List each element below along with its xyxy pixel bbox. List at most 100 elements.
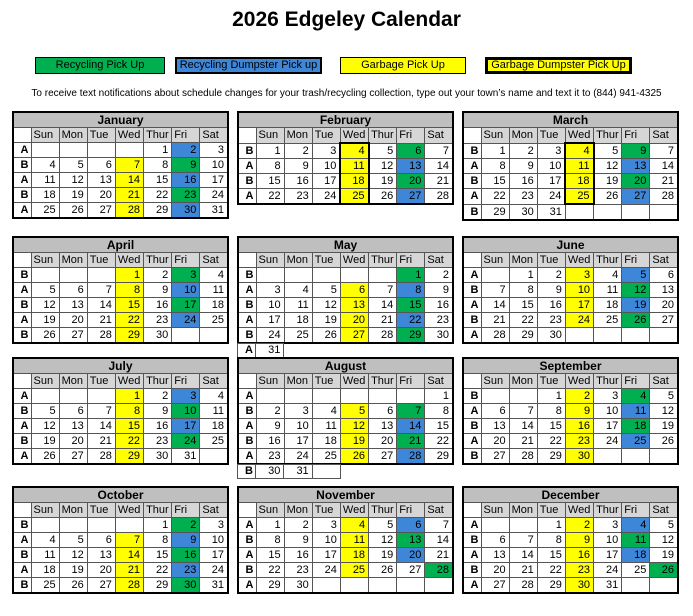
day-header: Tue <box>86 127 116 143</box>
day-cell: 23 <box>283 188 313 205</box>
day-header: Wed <box>114 252 145 268</box>
day-cell: 17 <box>311 547 341 563</box>
week-row: B 8 9 10 11 12 13 14 <box>237 532 454 548</box>
week-letter: A <box>237 343 256 358</box>
day-cell: 26 <box>30 448 60 465</box>
day-cell: 3 <box>199 517 229 533</box>
month-table: July Sun Mon Tue Wed Thur Fri Sat A 1 2 3 4 B 5 6 7 8 9 10 1… <box>12 357 229 465</box>
day-cell: 3 <box>593 388 623 404</box>
day-cell: 5 <box>311 282 341 298</box>
day-cell: 5 <box>368 142 398 159</box>
day-cell: 26 <box>311 327 341 344</box>
day-header: Fri <box>396 502 426 518</box>
day-header: Fri <box>396 252 426 268</box>
day-header: Tue <box>86 373 116 389</box>
week-row: B 30 31 <box>237 464 455 479</box>
day-header: Fri <box>621 502 651 518</box>
day-header: Sun <box>30 373 60 389</box>
day-cell: 27 <box>86 202 116 219</box>
day-cell: 9 <box>283 532 313 548</box>
week-letter: A <box>237 418 257 434</box>
week-letter: A <box>237 388 257 404</box>
day-cell: 5 <box>339 403 370 419</box>
day-cell: 2 <box>564 517 595 533</box>
day-cell: 2 <box>255 403 285 419</box>
day-cell: 19 <box>339 433 370 449</box>
week-row: B 18 19 20 21 22 23 24 <box>12 187 229 203</box>
week-letter: A <box>237 577 257 594</box>
day-cell: 9 <box>143 403 173 419</box>
day-cell: 14 <box>114 172 145 188</box>
day-header: Mon <box>508 373 538 389</box>
day-cell: 15 <box>536 418 566 434</box>
day-header: Mon <box>508 252 538 268</box>
day-cell: 4 <box>311 403 341 419</box>
week-row: A 29 30 <box>237 577 454 594</box>
week-letter: A <box>12 448 32 465</box>
day-cell: 9 <box>143 282 173 298</box>
day-cell: 25 <box>564 188 595 205</box>
week-letter: B <box>237 532 257 548</box>
day-cell: 16 <box>564 547 595 563</box>
day-cell: 14 <box>424 532 454 548</box>
day-cell: 18 <box>30 187 60 203</box>
week-letter: B <box>462 312 482 328</box>
day-cell: 21 <box>649 173 679 189</box>
day-cell: 9 <box>621 142 651 159</box>
empty-cell <box>171 327 201 344</box>
week-row: A 14 15 16 17 18 19 20 <box>462 297 679 313</box>
day-cell: 18 <box>621 547 651 563</box>
day-cell: 28 <box>86 327 116 344</box>
day-cell: 16 <box>536 297 566 313</box>
day-cell: 14 <box>480 297 510 313</box>
day-cell: 16 <box>508 173 538 189</box>
day-cell: 22 <box>255 562 285 578</box>
day-header: Fri <box>621 252 651 268</box>
day-cell: 14 <box>508 418 538 434</box>
week-letter: A <box>12 312 32 328</box>
page-title: 2026 Edgeley Calendar <box>232 8 461 31</box>
day-cell: 9 <box>283 158 313 174</box>
day-cell: 16 <box>143 297 173 313</box>
day-cell: 17 <box>311 173 341 189</box>
empty-cell <box>255 388 285 404</box>
week-letter: B <box>12 297 32 313</box>
empty-cell <box>396 388 426 404</box>
week-letter: A <box>237 158 257 174</box>
day-cell: 23 <box>424 312 454 328</box>
day-cell: 16 <box>283 547 313 563</box>
week-letter: A <box>462 577 482 594</box>
week-letter: A <box>12 418 32 434</box>
week-row: B 20 21 22 23 24 25 26 <box>462 562 679 578</box>
day-cell: 23 <box>564 562 595 578</box>
day-header: Mon <box>283 127 313 144</box>
day-cell: 14 <box>86 418 116 434</box>
day-cell: 12 <box>30 297 60 313</box>
day-cell: 5 <box>649 517 679 533</box>
empty-cell <box>311 388 341 404</box>
day-cell: 12 <box>649 403 679 419</box>
week-letter: B <box>237 142 257 159</box>
day-cell: 5 <box>621 267 651 283</box>
day-cell: 3 <box>536 142 566 159</box>
week-row: A 6 7 8 9 10 11 12 <box>462 403 679 419</box>
day-cell: 21 <box>114 562 145 578</box>
day-header: Sat <box>199 127 229 143</box>
day-cell: 21 <box>368 312 398 328</box>
day-header: Sun <box>255 502 285 518</box>
day-cell: 16 <box>171 172 201 188</box>
day-cell: 15 <box>255 173 285 189</box>
day-cell: 2 <box>143 388 173 404</box>
day-cell: 5 <box>30 282 60 298</box>
day-cell: 1 <box>508 267 538 283</box>
day-header: Wed <box>339 127 370 144</box>
day-cell: 11 <box>30 172 60 188</box>
day-cell: 16 <box>564 418 595 434</box>
day-cell: 8 <box>143 532 173 548</box>
month-table: June Sun Mon Tue Wed Thur Fri Sat A 1 2 3 4 5 6 B 7 8 9 10 1… <box>462 236 679 344</box>
day-header: Mon <box>58 502 88 518</box>
